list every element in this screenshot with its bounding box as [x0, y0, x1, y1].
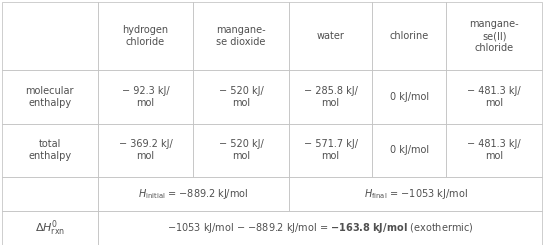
Bar — [289, 70, 372, 123]
Text: hydrogen
chloride: hydrogen chloride — [122, 25, 168, 47]
Bar — [372, 2, 446, 70]
Bar — [98, 70, 193, 123]
Text: $\Delta H^0_{\mathrm{rxn}}$: $\Delta H^0_{\mathrm{rxn}}$ — [35, 218, 65, 238]
Bar — [193, 2, 289, 70]
Text: − 571.7 kJ/
mol: − 571.7 kJ/ mol — [304, 139, 358, 161]
Text: $-$1053 kJ/mol $-$ $-$889.2 kJ/mol = $\mathbf{-163.8\ kJ/mol}$ (exothermic): $-$1053 kJ/mol $-$ $-$889.2 kJ/mol = $\m… — [167, 221, 473, 235]
Bar — [446, 70, 542, 123]
Bar — [2, 70, 98, 123]
Bar — [98, 2, 193, 70]
Bar — [372, 123, 446, 177]
Bar — [446, 2, 542, 70]
Text: $H_{\mathrm{initial}}$ = −889.2 kJ/mol: $H_{\mathrm{initial}}$ = −889.2 kJ/mol — [138, 187, 249, 201]
Bar — [2, 211, 98, 245]
Bar — [289, 2, 372, 70]
Bar — [446, 123, 542, 177]
Text: 0 kJ/mol: 0 kJ/mol — [390, 145, 429, 155]
Text: $H_{\mathrm{final}}$ = −1053 kJ/mol: $H_{\mathrm{final}}$ = −1053 kJ/mol — [364, 187, 468, 201]
Text: mangane-
se(II)
chloride: mangane- se(II) chloride — [469, 19, 519, 53]
Bar — [2, 177, 98, 211]
Bar — [289, 123, 372, 177]
Bar — [98, 211, 542, 245]
Text: − 481.3 kJ/
mol: − 481.3 kJ/ mol — [468, 139, 521, 161]
Bar — [98, 123, 193, 177]
Text: − 520 kJ/
mol: − 520 kJ/ mol — [219, 86, 263, 108]
Text: chlorine: chlorine — [390, 31, 429, 41]
Text: − 520 kJ/
mol: − 520 kJ/ mol — [219, 139, 263, 161]
Text: − 285.8 kJ/
mol: − 285.8 kJ/ mol — [304, 86, 358, 108]
Text: 0 kJ/mol: 0 kJ/mol — [390, 92, 429, 102]
Text: molecular
enthalpy: molecular enthalpy — [26, 86, 74, 108]
Bar — [98, 177, 289, 211]
Text: − 369.2 kJ/
mol: − 369.2 kJ/ mol — [118, 139, 172, 161]
Bar — [2, 2, 98, 70]
Text: total
enthalpy: total enthalpy — [28, 139, 71, 161]
Bar — [193, 70, 289, 123]
Bar — [193, 123, 289, 177]
Bar — [2, 123, 98, 177]
Text: − 92.3 kJ/
mol: − 92.3 kJ/ mol — [122, 86, 169, 108]
Bar — [372, 70, 446, 123]
Bar — [289, 177, 542, 211]
Text: − 481.3 kJ/
mol: − 481.3 kJ/ mol — [468, 86, 521, 108]
Text: water: water — [317, 31, 345, 41]
Text: mangane-
se dioxide: mangane- se dioxide — [216, 25, 266, 47]
